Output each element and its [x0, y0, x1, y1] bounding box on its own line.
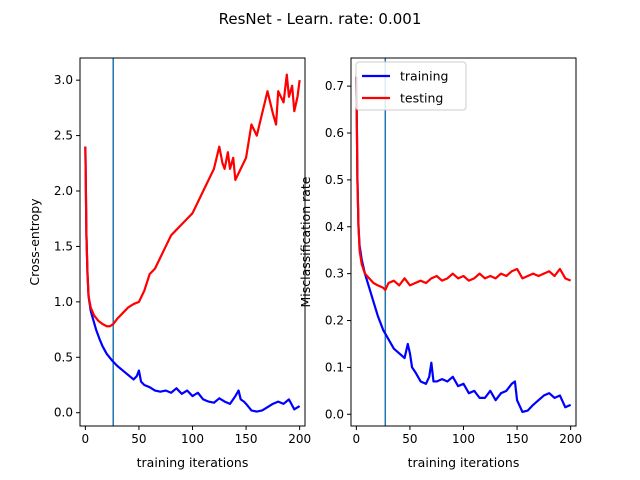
cross-entropy-series-red [84, 73, 301, 328]
legend-label-training: training [400, 69, 448, 84]
misclassification-ytick-label: 0.2 [325, 314, 344, 328]
misclassification-ytick-label: 0.6 [325, 126, 344, 140]
misclassification-xlabel: training iterations [408, 455, 520, 470]
cross-entropy-ytick-label: 2.0 [54, 184, 73, 198]
cross-entropy-ytick-label: 1.5 [54, 239, 73, 253]
misclassification-xtick-label: 100 [452, 432, 475, 446]
figure-title: ResNet - Learn. rate: 0.001 [219, 10, 422, 28]
cross-entropy-xtick-label: 50 [131, 432, 146, 446]
misclassification-ytick-label: 0.5 [325, 173, 344, 187]
misclassification-series-testing [355, 76, 572, 292]
misclassification-legend: training testing [355, 61, 467, 111]
misclassification-xtick-label: 0 [353, 432, 361, 446]
misclassification-ytick-label: 0.1 [325, 360, 344, 374]
cross-entropy-xtick-label: 150 [235, 432, 258, 446]
cross-entropy-xtick-label: 100 [181, 432, 204, 446]
cross-entropy-ytick-label: 1.0 [54, 295, 73, 309]
cross-entropy-ytick-label: 0.0 [54, 406, 73, 420]
cross-entropy-ylabel: Cross-entropy [27, 198, 42, 286]
misclassification-xtick-label: 50 [402, 432, 417, 446]
cross-entropy-xtick-label: 200 [288, 432, 311, 446]
misclassification-ytick-label: 0.0 [325, 407, 344, 421]
cross-entropy-chart: 0 50 100 150 200 0.0 0.5 1.0 1.5 2.0 2.5 3.0 trainin… [27, 57, 311, 470]
misclassification-xtick-label: 150 [506, 432, 529, 446]
misclassification-chart: 0 50 100 150 200 0.0 0.1 0.2 0.3 0.4 0.5 0.6 0.7 trai… [298, 57, 582, 470]
cross-entropy-xlabel: training iterations [137, 455, 249, 470]
cross-entropy-ytick-label: 0.5 [54, 350, 73, 364]
misclassification-series-training [355, 76, 572, 414]
misclassification-ytick-label: 0.3 [325, 267, 344, 281]
misclassification-ylabel: Misclassification rate [298, 176, 313, 307]
cross-entropy-ytick-label: 2.5 [54, 129, 73, 143]
misclassification-xtick-label: 200 [559, 432, 582, 446]
misclassification-ytick-label: 0.7 [325, 79, 344, 93]
misclassification-ytick-label: 0.4 [325, 220, 344, 234]
legend-label-testing: testing [400, 91, 443, 106]
cross-entropy-ytick-label: 3.0 [54, 73, 73, 87]
cross-entropy-xtick-label: 0 [82, 432, 90, 446]
cross-entropy-series-blue [84, 146, 301, 413]
